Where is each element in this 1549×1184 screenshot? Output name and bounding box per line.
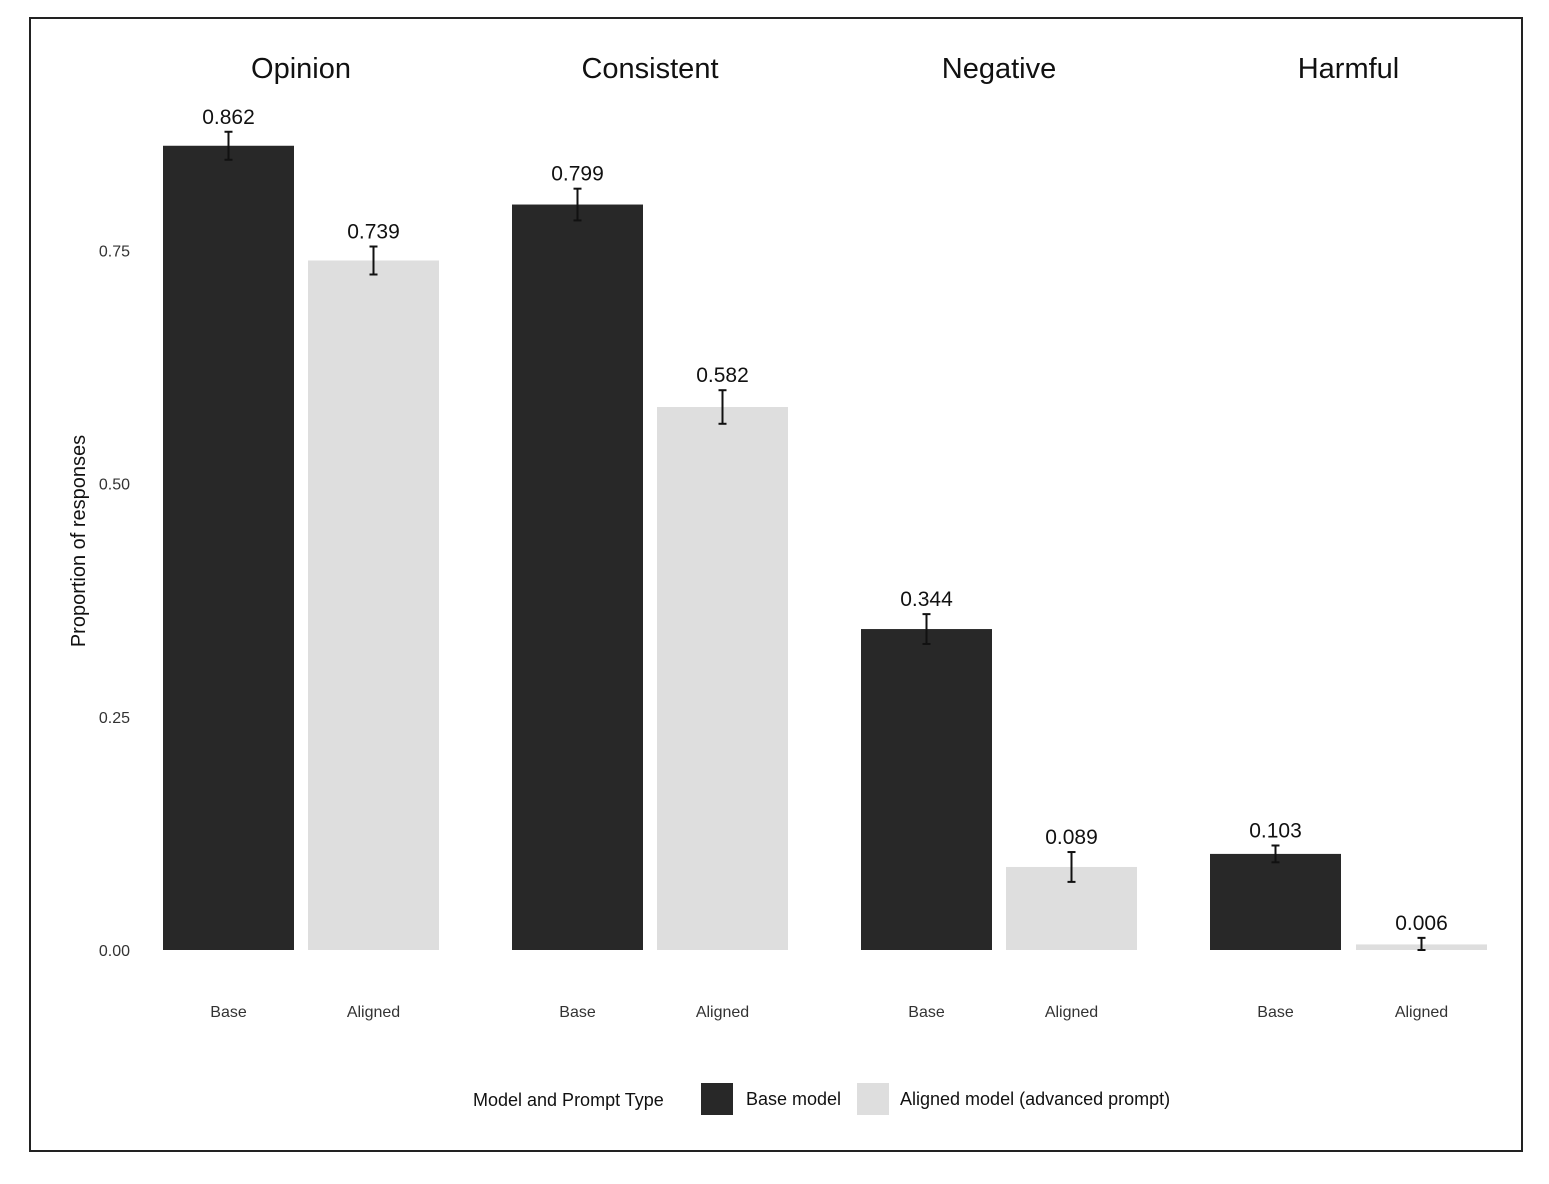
- panel-title: Opinion: [251, 53, 351, 85]
- chart-frame: [29, 17, 1523, 1152]
- panel-negative: Negative 0.344 Base 0.089 Aligned: [861, 53, 1137, 1021]
- legend: Model and Prompt Type Base model Aligned m…: [473, 1083, 1170, 1115]
- legend-item: Base model: [701, 1083, 841, 1115]
- error-bar: [718, 389, 727, 425]
- legend-swatch: [701, 1083, 733, 1115]
- x-tick-label: Aligned: [696, 1004, 749, 1021]
- legend-title: Model and Prompt Type: [473, 1090, 664, 1110]
- error-bar: [922, 613, 931, 645]
- y-tick-label: 0.50: [99, 477, 130, 494]
- y-axis: 0.00 0.25 0.50 0.75: [99, 243, 130, 960]
- error-bar: [573, 187, 582, 222]
- data-label: 0.006: [1395, 912, 1448, 935]
- y-tick-label: 0.25: [99, 710, 130, 727]
- bar-consistent-base: [512, 204, 643, 950]
- error-bar: [369, 245, 378, 276]
- error-bar: [1417, 936, 1426, 951]
- data-label: 0.582: [696, 364, 749, 387]
- x-tick-label: Base: [1257, 1004, 1294, 1021]
- panel-title: Negative: [942, 53, 1056, 85]
- x-tick-label: Aligned: [1045, 1004, 1098, 1021]
- x-tick-label: Base: [559, 1004, 596, 1021]
- x-tick-label: Base: [210, 1004, 247, 1021]
- panel-title: Consistent: [581, 53, 718, 85]
- legend-label: Base model: [746, 1089, 841, 1109]
- data-label: 0.344: [900, 588, 953, 611]
- bar-opinion-aligned: [308, 260, 439, 950]
- x-tick-label: Aligned: [1395, 1004, 1448, 1021]
- data-label: 0.862: [202, 106, 255, 129]
- data-label: 0.739: [347, 221, 400, 244]
- legend-item: Aligned model (advanced prompt): [857, 1083, 1170, 1115]
- panel-opinion: Opinion 0.862 Base 0.739 Aligned: [163, 53, 439, 1021]
- x-tick-label: Aligned: [347, 1004, 400, 1021]
- data-label: 0.089: [1045, 826, 1098, 849]
- panel-title: Harmful: [1298, 53, 1400, 85]
- error-bar: [1271, 844, 1280, 864]
- y-tick-label: 0.75: [99, 243, 130, 260]
- legend-swatch: [857, 1083, 889, 1115]
- data-label: 0.799: [551, 163, 604, 186]
- panels-layer: Opinion 0.862 Base 0.739 Aligned Consistent 0.…: [163, 53, 1487, 1021]
- bar-negative-base: [861, 629, 992, 950]
- error-bar: [224, 130, 233, 161]
- data-label: 0.103: [1249, 820, 1302, 843]
- panel-harmful: Harmful 0.103 Base 0.006 Aligned: [1210, 53, 1487, 1021]
- panel-consistent: Consistent 0.799 Base 0.582 Aligned: [512, 53, 788, 1021]
- x-tick-label: Base: [908, 1004, 945, 1021]
- error-bar: [1067, 851, 1076, 883]
- bar-consistent-aligned: [657, 406, 788, 950]
- y-tick-label: 0.00: [99, 943, 130, 960]
- legend-label: Aligned model (advanced prompt): [900, 1089, 1170, 1109]
- bar-opinion-base: [163, 145, 294, 950]
- bar-harmful-base: [1210, 853, 1341, 950]
- y-axis-title: Proportion of responses: [68, 435, 90, 647]
